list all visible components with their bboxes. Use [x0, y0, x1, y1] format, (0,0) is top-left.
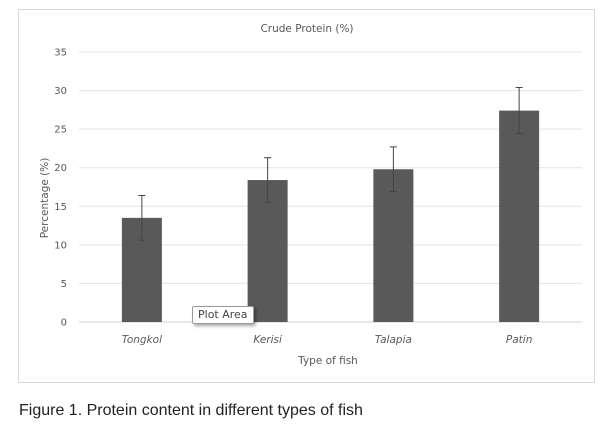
bars	[121, 110, 540, 322]
y-tick-label: 0	[61, 318, 67, 329]
error-bar-talapia	[389, 146, 397, 193]
y-tick-label: 30	[54, 86, 67, 97]
error-bar-patin	[515, 86, 523, 135]
y-tick-label: 35	[54, 48, 67, 59]
x-tick-label: Patin	[506, 334, 532, 346]
plot-area-tooltip: Plot Area	[192, 306, 254, 324]
error-bar-tongkol	[138, 194, 146, 241]
x-tick-label: Tongkol	[122, 334, 162, 346]
bar-kerisi[interactable]	[247, 180, 288, 322]
y-axis-label: Percentage (%)	[39, 158, 51, 239]
x-tick-label: Kerisi	[253, 334, 282, 346]
y-tick-label: 20	[54, 163, 67, 174]
x-axis-label: Type of fish	[297, 355, 358, 367]
y-tick-labels: 0 5 10 15 20 25 30 35	[54, 48, 67, 329]
y-tick-label: 15	[54, 202, 67, 213]
gridlines	[79, 51, 582, 323]
bar-talapia[interactable]	[373, 169, 414, 322]
error-bars	[138, 86, 523, 241]
figure-caption: Figure 1. Protein content in different t…	[19, 402, 363, 419]
bar-patin[interactable]	[499, 110, 540, 322]
chart-container[interactable]: 0 5 10 15 20 25 30 35 Tongkol Kerisi Talapia Patin…	[18, 9, 595, 383]
error-bar-kerisi	[264, 157, 272, 203]
chart-title: Crude Protein (%)	[260, 23, 353, 35]
x-tick-label: Talapia	[375, 334, 412, 346]
y-tick-label: 5	[61, 279, 67, 290]
chart-canvas: 0 5 10 15 20 25 30 35 Tongkol Kerisi Talapia Patin…	[39, 23, 582, 367]
y-tick-label: 10	[54, 240, 67, 251]
y-tick-label: 25	[54, 125, 67, 136]
x-tick-labels: Tongkol Kerisi Talapia Patin	[122, 334, 533, 346]
